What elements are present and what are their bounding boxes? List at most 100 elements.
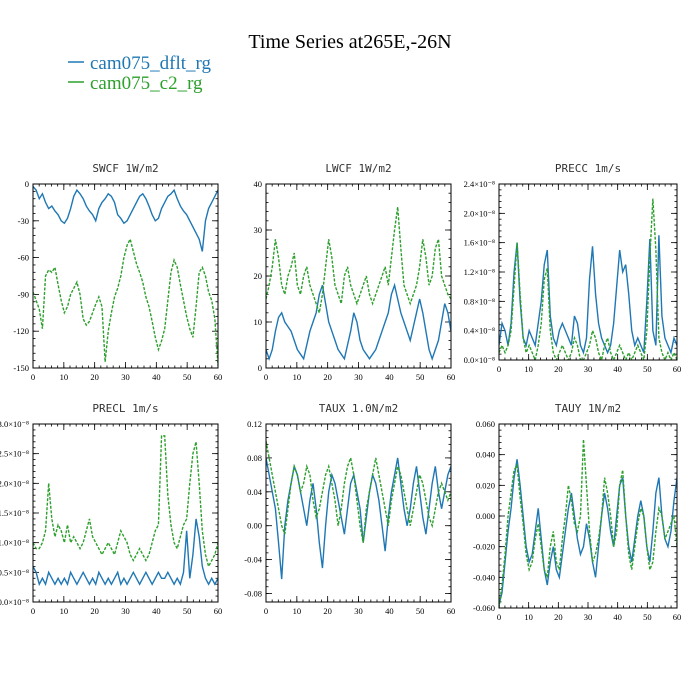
x-tick-label: 10 xyxy=(524,612,533,622)
panel-5: TAUX 1.0N/m2 0 10 20 30 40 50 60 -0.08 -0.04 0.00 0… xyxy=(244,402,455,616)
x-tick-label: 40 xyxy=(152,372,161,382)
series-line-dflt xyxy=(266,282,451,361)
y-tick-label: -0.04 xyxy=(244,555,262,565)
x-tick-label: 30 xyxy=(354,606,363,616)
panel-title: PRECC 1m/s xyxy=(555,162,621,175)
x-tick-label: 0 xyxy=(264,372,268,382)
y-tick-label: 2.5×10⁻⁸ xyxy=(0,449,29,459)
y-tick-label: -120 xyxy=(13,326,29,336)
y-tick-label: 20 xyxy=(254,271,263,281)
y-tick-label: 3.0×10⁻⁸ xyxy=(0,419,29,429)
panel-frame xyxy=(32,183,219,369)
panel-title: SWCF 1W/m2 xyxy=(92,162,158,175)
series-line-dflt xyxy=(33,518,218,587)
x-tick-label: 20 xyxy=(554,364,563,374)
y-tick-label: 0.4×10⁻⁸ xyxy=(464,326,495,336)
y-tick-label: 0.000 xyxy=(476,511,495,521)
panel-2: LWCF 1W/m2 0 10 20 30 40 50 60 0 10 20 30 40 xyxy=(254,162,456,382)
series-line-dflt xyxy=(33,185,218,252)
y-tick-label: 0.08 xyxy=(247,453,262,463)
x-tick-label: 40 xyxy=(613,612,622,622)
series-line-c2 xyxy=(33,435,218,569)
y-tick-label: 30 xyxy=(254,225,263,235)
x-tick-label: 60 xyxy=(214,372,223,382)
panel-title: LWCF 1W/m2 xyxy=(325,162,391,175)
panel-frame xyxy=(498,423,678,609)
y-tick-label: 0.020 xyxy=(476,480,495,490)
x-tick-label: 60 xyxy=(673,364,682,374)
x-tick-label: 50 xyxy=(643,612,652,622)
x-tick-label: 10 xyxy=(293,606,302,616)
panel-4: PRECL 1m/s 0 10 20 30 40 50 60 0.0×10⁻⁸ 0.5×10⁻⁸ 1… xyxy=(0,402,222,616)
y-tick-label: 40 xyxy=(254,179,263,189)
series-line-dflt xyxy=(499,459,677,606)
y-tick-label: -150 xyxy=(13,363,29,373)
x-tick-label: 10 xyxy=(60,606,69,616)
y-tick-label: 2.4×10⁻⁸ xyxy=(464,179,495,189)
panel-3: PRECC 1m/s 0 10 20 30 40 50 60 0.0×10⁻⁸ 0.4×10⁻⁸ 0… xyxy=(464,162,682,374)
x-tick-label: 40 xyxy=(152,606,161,616)
x-tick-label: 0 xyxy=(497,364,501,374)
x-tick-label: 10 xyxy=(524,364,533,374)
y-tick-label: -0.060 xyxy=(473,603,495,613)
x-tick-label: 0 xyxy=(264,606,268,616)
x-tick-label: 20 xyxy=(323,372,332,382)
y-tick-label: 0.12 xyxy=(247,419,262,429)
panel-1: SWCF 1W/m2 0 10 20 30 40 50 60 0 -30 -60 -90 -120 -15… xyxy=(13,162,222,382)
legend: cam075_dflt_rg cam075_c2_rg xyxy=(68,53,212,94)
y-tick-label: 2.0×10⁻⁸ xyxy=(0,478,29,488)
x-tick-label: 10 xyxy=(293,372,302,382)
panel-title: TAUY 1N/m2 xyxy=(555,402,621,415)
panel-6: TAUY 1N/m2 0 10 20 30 40 50 60 -0.060 -0.040 -0.02… xyxy=(473,402,681,622)
panel-frame xyxy=(265,423,452,603)
x-tick-label: 50 xyxy=(183,606,192,616)
x-tick-label: 60 xyxy=(214,606,223,616)
x-tick-label: 20 xyxy=(554,612,563,622)
y-tick-label: -0.020 xyxy=(473,542,495,552)
panel-frame xyxy=(265,183,452,369)
y-tick-label: -0.08 xyxy=(244,589,262,599)
x-tick-label: 20 xyxy=(90,372,99,382)
series-line-c2 xyxy=(499,198,677,360)
legend-label-dflt: cam075_dflt_rg xyxy=(90,53,212,74)
x-tick-label: 50 xyxy=(416,606,425,616)
figure-title: Time Series at265E,-26N xyxy=(248,31,451,53)
y-tick-label: 0 xyxy=(258,363,262,373)
y-tick-label: 0.040 xyxy=(476,450,495,460)
y-tick-label: 1.6×10⁻⁸ xyxy=(464,238,495,248)
y-tick-label: -60 xyxy=(18,253,29,263)
y-tick-label: 0.5×10⁻⁸ xyxy=(0,567,29,577)
x-tick-label: 0 xyxy=(497,612,501,622)
panels: SWCF 1W/m2 0 10 20 30 40 50 60 0 -30 -60 -90 -120 -15… xyxy=(0,162,681,622)
x-tick-label: 60 xyxy=(447,372,456,382)
series-line-c2 xyxy=(266,440,451,543)
series-line-c2 xyxy=(499,439,677,608)
y-tick-label: -0.040 xyxy=(473,572,495,582)
x-tick-label: 0 xyxy=(31,606,35,616)
x-tick-label: 40 xyxy=(385,372,394,382)
panel-frame xyxy=(32,423,219,603)
y-tick-label: 1.5×10⁻⁸ xyxy=(0,508,29,518)
x-tick-label: 0 xyxy=(31,372,35,382)
legend-label-c2: cam075_c2_rg xyxy=(90,73,203,94)
series-line-dflt xyxy=(499,235,677,356)
y-tick-label: 1.0×10⁻⁸ xyxy=(0,538,29,548)
x-tick-label: 30 xyxy=(354,372,363,382)
panel-frame xyxy=(498,183,678,361)
x-tick-label: 20 xyxy=(323,606,332,616)
series-line-c2 xyxy=(266,206,451,314)
x-tick-label: 50 xyxy=(643,364,652,374)
y-tick-label: 0.0×10⁻⁸ xyxy=(464,355,495,365)
y-tick-label: 1.2×10⁻⁸ xyxy=(464,267,495,277)
y-tick-label: 2.0×10⁻⁸ xyxy=(464,208,495,218)
x-tick-label: 30 xyxy=(584,612,593,622)
x-tick-label: 10 xyxy=(60,372,69,382)
x-tick-label: 50 xyxy=(183,372,192,382)
panel-title: TAUX 1.0N/m2 xyxy=(319,402,398,415)
x-tick-label: 40 xyxy=(613,364,622,374)
x-tick-label: 50 xyxy=(416,372,425,382)
y-tick-label: 0.0×10⁻⁸ xyxy=(0,597,29,607)
x-tick-label: 30 xyxy=(584,364,593,374)
